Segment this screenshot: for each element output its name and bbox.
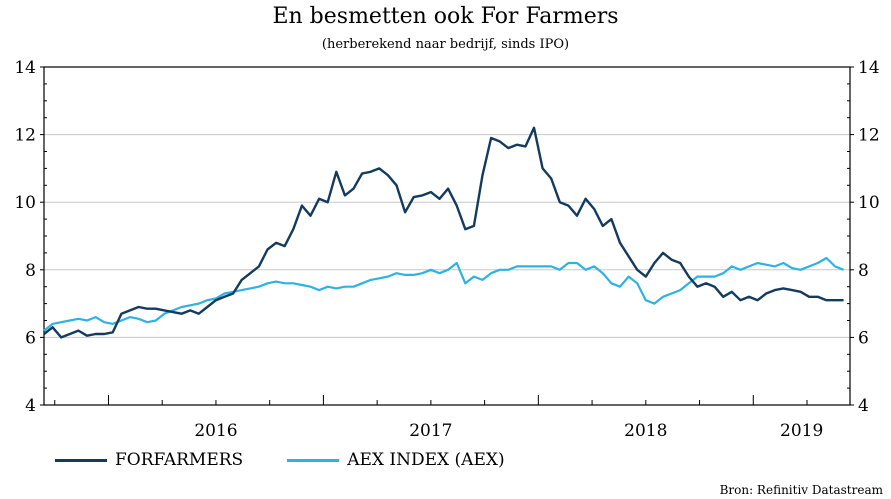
y-tick-label-left: 4 xyxy=(25,396,36,416)
series-lines xyxy=(43,126,845,339)
legend-swatch-aex xyxy=(287,458,340,462)
source-note: Bron: Refinitiv Datastream xyxy=(719,483,883,497)
series-line-forfarmers xyxy=(43,126,844,339)
y-tick-label-right: 4 xyxy=(858,396,869,416)
x-year-label: 2019 xyxy=(780,421,823,441)
legend: FORFARMERS AEX INDEX (AEX) xyxy=(55,450,549,470)
series-line-aex xyxy=(43,256,845,332)
plot-frame xyxy=(43,66,851,406)
y-tick-label-right: 14 xyxy=(858,58,880,78)
y-tick-label-right: 6 xyxy=(858,328,869,348)
y-tick-label-left: 10 xyxy=(14,193,36,213)
chart-subtitle: (herberekend naar bedrijf, sinds IPO) xyxy=(321,37,570,52)
x-year-label: 2017 xyxy=(409,421,452,441)
axes: 4 4 6 6 8 8 10 10 12 12 14 14 2016 2017 2018 2019 xyxy=(14,58,879,441)
legend-item-forfarmers: FORFARMERS xyxy=(55,450,243,470)
y-tick-label-left: 8 xyxy=(25,261,36,281)
legend-label-aex: AEX INDEX (AEX) xyxy=(347,450,505,470)
y-tick-label-right: 10 xyxy=(858,193,880,213)
y-tick-label-left: 14 xyxy=(14,58,36,78)
gridlines xyxy=(44,134,850,338)
y-tick-label-right: 12 xyxy=(858,126,880,146)
legend-swatch-forfarmers xyxy=(55,458,107,462)
x-year-label: 2016 xyxy=(194,421,237,441)
legend-label-forfarmers: FORFARMERS xyxy=(115,450,244,470)
chart-title: En besmetten ook For Farmers xyxy=(272,4,619,29)
legend-item-aex: AEX INDEX (AEX) xyxy=(287,450,505,470)
y-tick-label-left: 6 xyxy=(25,328,36,348)
y-tick-label-right: 8 xyxy=(858,261,869,281)
x-year-label: 2018 xyxy=(624,421,667,441)
y-tick-label-left: 12 xyxy=(14,126,36,146)
